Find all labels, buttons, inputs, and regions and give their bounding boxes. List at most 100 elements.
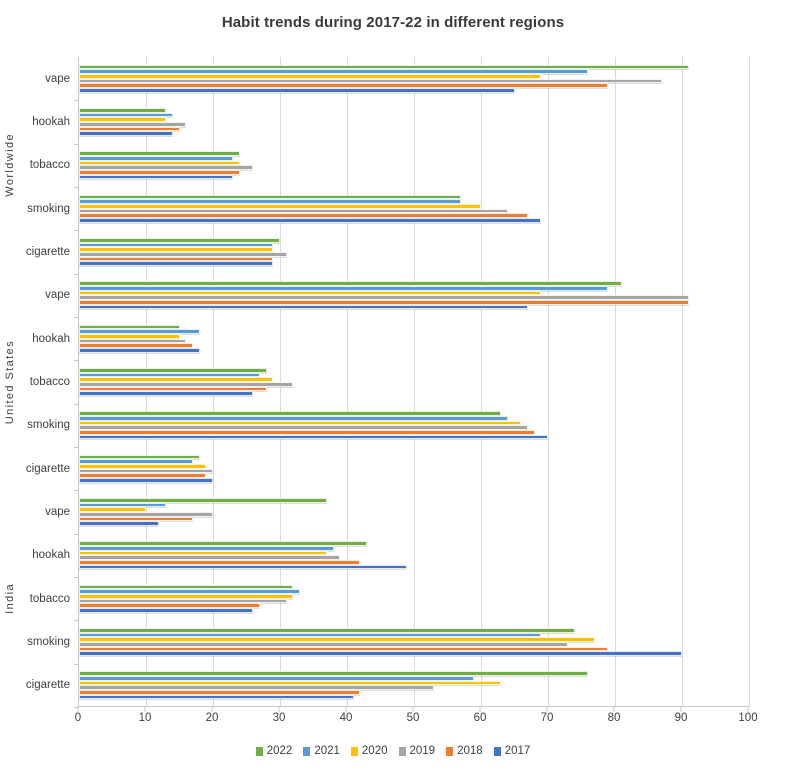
bar	[79, 607, 254, 613]
bar	[79, 689, 361, 695]
bar	[79, 516, 193, 522]
bar	[79, 83, 609, 88]
category-tick	[74, 230, 79, 232]
legend-item-2020[interactable]: 2020	[350, 745, 388, 757]
legend-swatch-icon	[398, 746, 406, 756]
bar	[79, 329, 200, 335]
bar	[79, 256, 274, 262]
bar	[79, 368, 267, 373]
bar	[79, 290, 542, 296]
x-tick-label: 100	[738, 712, 758, 724]
bar	[79, 324, 180, 330]
category-tick	[74, 273, 79, 275]
x-axis-ticks: 0 10 20 30 40 50 60 70 80 90 100	[75, 706, 758, 730]
x-tick-mark	[613, 706, 615, 712]
category-tick	[74, 533, 79, 535]
bar	[79, 425, 528, 430]
bar-group	[79, 144, 749, 187]
bar-cluster	[79, 447, 749, 490]
x-tick-label: 20	[205, 712, 219, 724]
bar-group	[79, 187, 749, 230]
bar	[79, 165, 254, 170]
category-label-smoking: smoking	[27, 202, 70, 215]
x-tick-mark	[680, 706, 682, 712]
bar-cluster	[79, 57, 749, 100]
legend-item-2022[interactable]: 2022	[255, 745, 293, 757]
category-label-tobacco: tobacco	[29, 592, 70, 605]
chart-legend: 2022 2021 2020 2019 2018 2017	[0, 745, 786, 757]
bar	[79, 286, 609, 291]
bar	[79, 74, 542, 79]
legend-item-2017[interactable]: 2017	[493, 745, 530, 757]
category-label-hookah: hookah	[32, 332, 70, 345]
bar-cluster	[79, 317, 749, 360]
bar	[79, 338, 187, 344]
bar-cluster	[79, 620, 749, 663]
category-tick	[74, 360, 79, 362]
bar	[79, 651, 682, 656]
x-tick-mark	[479, 706, 481, 712]
bar	[79, 151, 240, 157]
bar-group	[79, 490, 749, 533]
bar	[79, 589, 301, 595]
gridline	[682, 57, 683, 707]
bar	[79, 377, 274, 382]
gridline	[615, 57, 616, 707]
bar-group	[79, 57, 749, 100]
x-axis-line	[78, 706, 749, 707]
bar-group	[79, 360, 749, 403]
bar	[79, 564, 408, 570]
category-label-cigarette: cigarette	[25, 462, 70, 475]
category-label-smoking: smoking	[27, 419, 70, 432]
category-label-vape: vape	[45, 506, 70, 518]
bar	[79, 420, 522, 426]
legend-item-2019[interactable]: 2019	[398, 745, 435, 757]
legend-swatch-icon	[255, 746, 263, 756]
legend-item-2018[interactable]: 2018	[446, 745, 483, 757]
x-tick-label: 50	[406, 712, 420, 724]
bar	[79, 559, 361, 565]
bar	[79, 251, 287, 257]
bar	[79, 637, 595, 642]
bar	[79, 199, 461, 205]
bar-cluster	[79, 404, 749, 447]
legend-item-2021[interactable]: 2021	[303, 745, 340, 757]
category-tick	[74, 620, 79, 622]
category-label-smoking: smoking	[27, 636, 70, 648]
category-tick	[74, 187, 79, 188]
bar	[79, 334, 180, 339]
bar	[79, 194, 461, 200]
bar	[79, 502, 167, 508]
category-tick	[74, 100, 79, 102]
bar	[79, 584, 294, 590]
bar-group	[79, 534, 749, 577]
bar	[79, 676, 475, 681]
bar	[79, 156, 234, 161]
x-tick-label: 10	[138, 712, 152, 724]
bar	[79, 347, 200, 353]
category-label-cigarette: cigarette	[25, 679, 70, 692]
bar-group	[79, 404, 749, 447]
x-tick-label: 90	[674, 712, 688, 724]
gridline	[749, 57, 750, 707]
category-tick	[74, 317, 79, 318]
bar	[79, 381, 294, 387]
bar	[79, 372, 260, 378]
bar	[79, 391, 254, 396]
bar	[79, 555, 341, 560]
x-tick-label: 80	[607, 712, 621, 724]
category-tick	[74, 403, 79, 405]
bar-cluster	[79, 577, 749, 620]
bar	[79, 477, 213, 483]
bar	[79, 429, 535, 435]
legend-label: 2020	[361, 745, 388, 757]
x-tick-label: 60	[473, 712, 487, 724]
x-tick-label: 30	[272, 712, 286, 724]
category-label-hookah: hookah	[32, 116, 70, 128]
bar	[79, 680, 502, 686]
gridline	[548, 57, 549, 707]
legend-label: 2022	[266, 745, 293, 757]
bar	[79, 108, 167, 113]
bar	[79, 295, 689, 300]
bar	[79, 546, 334, 551]
